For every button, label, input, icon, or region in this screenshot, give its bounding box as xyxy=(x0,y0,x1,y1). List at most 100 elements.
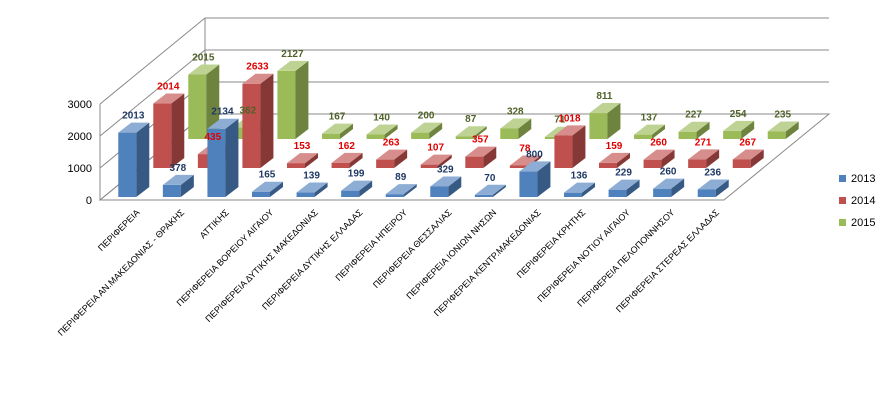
legend-swatch xyxy=(839,197,846,204)
category-label: ΠΕΡΙΦΕΡΕΙΑ xyxy=(96,207,142,253)
bar-2014 xyxy=(331,152,363,168)
data-label-2015: 328 xyxy=(507,107,524,118)
side-gridline xyxy=(99,81,206,169)
data-labels: 235 254 227 137 811 71 328 87 200 140 167 2127 362 20… xyxy=(122,49,791,184)
legend-label: 2014 xyxy=(851,195,875,207)
side-gridline xyxy=(99,49,206,137)
category-label: ΑΤΤΙΚΗΣ xyxy=(198,207,231,240)
data-label-2014: 2014 xyxy=(157,82,180,93)
data-label-2014: 263 xyxy=(383,138,400,149)
data-label-2013: 2013 xyxy=(122,111,145,122)
data-label-2014: 159 xyxy=(606,141,623,152)
bar-2015 xyxy=(634,124,665,139)
data-label-2015: 227 xyxy=(685,110,702,121)
data-label-2015: 235 xyxy=(774,109,791,120)
data-label-2015: 140 xyxy=(373,113,390,124)
bar-2013 xyxy=(118,122,150,197)
data-label-2015: 71 xyxy=(554,115,566,126)
legend-swatch xyxy=(839,175,846,182)
bar-2015 xyxy=(188,64,220,139)
bar-2015 xyxy=(277,60,309,139)
data-label-2014: 435 xyxy=(205,132,222,143)
bar-2013 xyxy=(162,174,194,197)
bar-2014 xyxy=(599,152,630,168)
legend: 2013 2014 2015 xyxy=(839,173,875,229)
data-label-2015: 200 xyxy=(418,111,435,122)
data-label-2014: 260 xyxy=(650,138,667,149)
bars xyxy=(118,60,799,197)
data-label-2013: 260 xyxy=(660,167,677,178)
data-label-2015: 137 xyxy=(641,113,658,124)
bar-2013 xyxy=(430,176,462,197)
category-label: ΠΕΡΙΦΕΡΕΙΑ ΠΕΛΟΠΟΝΝΗΣΟΥ xyxy=(575,207,676,308)
bar-2014 xyxy=(688,149,720,168)
y-tick-label: 1000 xyxy=(68,163,92,175)
bar-2013 xyxy=(697,179,729,197)
data-label-2014: 271 xyxy=(695,137,712,148)
data-label-2013: 165 xyxy=(259,170,276,181)
category-label: ΠΕΡΙΦΕΡΕΙΑ ΙΟΝΙΩΝ ΝΗΣΩΝ xyxy=(404,207,498,301)
bar-2013 xyxy=(653,178,685,197)
bar-2014 xyxy=(242,73,274,168)
bar-2014 xyxy=(153,93,185,168)
bar-2015 xyxy=(500,118,532,139)
data-label-2014: 357 xyxy=(472,135,489,146)
bar-2015 xyxy=(767,121,799,139)
bar-2014 xyxy=(465,146,497,168)
data-label-2015: 362 xyxy=(240,105,257,116)
bar-2015 xyxy=(589,103,621,139)
data-label-2014: 162 xyxy=(338,141,355,152)
data-label-2013: 139 xyxy=(303,171,320,182)
bar-2013 xyxy=(474,184,506,197)
data-label-2013: 2134 xyxy=(211,107,234,118)
bar-2013 xyxy=(564,182,595,197)
data-label-2014: 78 xyxy=(519,144,531,155)
bar-2013 xyxy=(341,180,373,197)
bar-2013 xyxy=(519,161,551,197)
legend-swatch xyxy=(839,219,846,226)
legend-label: 2013 xyxy=(851,173,875,185)
data-label-2013: 800 xyxy=(526,149,543,160)
data-label-2014: 267 xyxy=(739,137,756,148)
data-label-2013: 89 xyxy=(395,172,407,183)
data-label-2014: 1018 xyxy=(558,113,581,124)
data-label-2013: 236 xyxy=(704,167,721,178)
bar-2015 xyxy=(678,121,710,139)
data-label-2014: 153 xyxy=(294,141,311,152)
bar-2015 xyxy=(455,126,487,139)
data-label-2013: 378 xyxy=(170,163,187,174)
category-label: ΠΕΡΙΦΕΡΕΙΑ ΝΟΤΙΟΥ ΑΙΓΑΙΟΥ xyxy=(535,207,632,304)
bar-2014 xyxy=(554,125,586,168)
bar-2015 xyxy=(723,120,755,139)
category-label: ΠΕΡΙΦΕΡΕΙΑ ΘΕΣΣΑΛΙΑΣ xyxy=(371,207,454,290)
data-label-2015: 167 xyxy=(329,112,346,123)
bar-2015 xyxy=(366,124,398,139)
bar-2014 xyxy=(643,149,675,168)
bar-2015 xyxy=(322,123,353,139)
side-gridline xyxy=(99,17,206,105)
legend-label: 2015 xyxy=(851,217,875,229)
bar-2013 xyxy=(296,182,328,197)
data-label-2013: 136 xyxy=(571,171,588,182)
data-label-2013: 199 xyxy=(348,169,365,180)
bar-2014 xyxy=(420,154,452,168)
bar-2013 xyxy=(252,181,283,197)
data-label-2015: 87 xyxy=(465,114,477,125)
bar-2015 xyxy=(411,122,443,139)
data-label-2015: 2127 xyxy=(281,49,304,60)
data-label-2013: 70 xyxy=(484,173,496,184)
data-label-2014: 2633 xyxy=(246,62,269,73)
bar-2013 xyxy=(608,179,640,197)
bar-2014 xyxy=(732,149,764,168)
bar-2013 xyxy=(385,184,417,197)
data-label-2015: 811 xyxy=(596,91,613,102)
category-label: ΠΕΡΙΦΕΡΕΙΑ ΒΟΡΕΙΟΥ ΑΙΓΑΙΟΥ xyxy=(175,207,276,308)
data-label-2015: 2015 xyxy=(192,53,215,64)
y-tick-label: 2000 xyxy=(68,131,92,143)
data-label-2013: 229 xyxy=(615,168,632,179)
data-label-2015: 254 xyxy=(730,109,747,120)
bar-2014 xyxy=(376,149,408,168)
data-label-2014: 107 xyxy=(427,143,444,154)
side-gridline xyxy=(99,113,206,201)
